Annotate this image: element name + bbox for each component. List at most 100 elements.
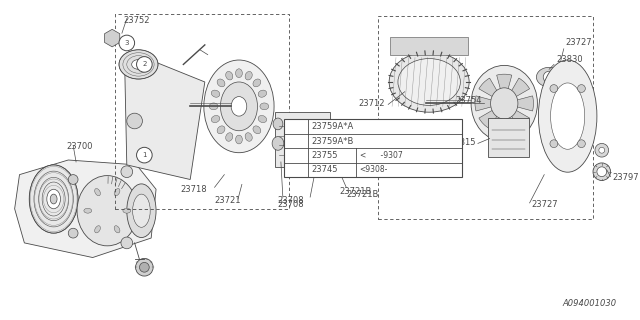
Ellipse shape: [119, 50, 158, 79]
Circle shape: [68, 175, 78, 184]
Ellipse shape: [318, 144, 329, 155]
Circle shape: [140, 262, 149, 272]
Wedge shape: [504, 78, 529, 103]
Wedge shape: [497, 74, 512, 103]
Circle shape: [577, 84, 586, 92]
Circle shape: [324, 150, 339, 166]
Circle shape: [68, 228, 78, 238]
Polygon shape: [125, 58, 205, 180]
Ellipse shape: [273, 118, 283, 130]
Circle shape: [593, 163, 611, 180]
Ellipse shape: [260, 103, 269, 110]
Ellipse shape: [491, 88, 518, 119]
Ellipse shape: [95, 188, 100, 196]
Circle shape: [550, 140, 557, 148]
Text: 23815: 23815: [449, 138, 476, 148]
Text: 23721: 23721: [214, 196, 241, 205]
Text: 1: 1: [142, 152, 147, 158]
Text: 23708: 23708: [277, 196, 304, 205]
Text: 2: 2: [142, 61, 147, 68]
Ellipse shape: [258, 90, 267, 97]
Ellipse shape: [95, 226, 100, 233]
Circle shape: [599, 147, 605, 153]
Ellipse shape: [84, 208, 92, 213]
Ellipse shape: [132, 60, 145, 69]
Bar: [115, 14, 289, 209]
Circle shape: [289, 120, 303, 133]
Circle shape: [136, 259, 153, 276]
Wedge shape: [504, 96, 534, 111]
Wedge shape: [479, 78, 504, 103]
Wedge shape: [475, 96, 504, 111]
Circle shape: [577, 140, 586, 148]
Ellipse shape: [313, 154, 327, 162]
Circle shape: [543, 71, 555, 83]
Text: 23754: 23754: [455, 96, 482, 105]
Ellipse shape: [226, 133, 233, 141]
Bar: [284, 119, 462, 177]
Bar: [275, 112, 330, 167]
Ellipse shape: [209, 103, 218, 110]
Bar: [488, 118, 529, 157]
Wedge shape: [504, 103, 529, 129]
Text: 23727: 23727: [566, 38, 592, 47]
Ellipse shape: [114, 188, 120, 196]
Text: 23830: 23830: [556, 55, 582, 64]
Bar: [378, 16, 593, 219]
Ellipse shape: [204, 60, 274, 153]
Ellipse shape: [334, 144, 346, 155]
Ellipse shape: [389, 52, 469, 112]
Text: 23721B: 23721B: [346, 190, 379, 199]
Ellipse shape: [29, 165, 78, 233]
Text: 23700: 23700: [67, 142, 93, 151]
Ellipse shape: [538, 60, 597, 172]
Circle shape: [136, 147, 152, 163]
Text: 23708: 23708: [277, 200, 304, 209]
Ellipse shape: [318, 161, 329, 172]
Circle shape: [119, 35, 134, 51]
Text: <      -9307: < -9307: [360, 151, 403, 160]
Circle shape: [328, 154, 335, 162]
Text: 3: 3: [294, 153, 298, 158]
Bar: [390, 37, 468, 55]
Ellipse shape: [211, 116, 220, 123]
Ellipse shape: [253, 126, 261, 134]
Text: 23718: 23718: [180, 185, 207, 194]
Ellipse shape: [132, 194, 150, 227]
Ellipse shape: [236, 69, 243, 77]
Ellipse shape: [334, 161, 346, 172]
Circle shape: [289, 149, 303, 162]
Wedge shape: [479, 103, 504, 129]
Wedge shape: [497, 103, 512, 133]
Text: 23759A*A: 23759A*A: [312, 122, 354, 131]
Text: 23752: 23752: [124, 16, 150, 25]
Text: 23797: 23797: [612, 172, 639, 181]
Polygon shape: [104, 29, 120, 47]
Ellipse shape: [245, 71, 252, 80]
Ellipse shape: [47, 189, 60, 209]
Ellipse shape: [50, 194, 57, 204]
Text: A094001030: A094001030: [563, 299, 616, 308]
Ellipse shape: [258, 116, 267, 123]
Ellipse shape: [220, 82, 257, 131]
Ellipse shape: [536, 67, 562, 87]
Ellipse shape: [127, 184, 156, 237]
Ellipse shape: [253, 79, 261, 87]
Ellipse shape: [231, 97, 247, 116]
Ellipse shape: [272, 137, 284, 150]
Ellipse shape: [121, 166, 132, 178]
Ellipse shape: [217, 79, 225, 87]
Text: 2: 2: [294, 138, 298, 144]
Ellipse shape: [471, 65, 538, 141]
Text: 23759A*B: 23759A*B: [312, 137, 354, 146]
Ellipse shape: [123, 208, 131, 213]
Circle shape: [136, 57, 152, 72]
Text: 23721B: 23721B: [339, 187, 372, 196]
Text: 23755: 23755: [312, 151, 338, 160]
Ellipse shape: [550, 83, 585, 149]
Circle shape: [127, 113, 142, 129]
Bar: [326, 123, 337, 150]
Text: 23745: 23745: [312, 165, 338, 174]
Ellipse shape: [236, 135, 243, 144]
Ellipse shape: [337, 154, 350, 162]
